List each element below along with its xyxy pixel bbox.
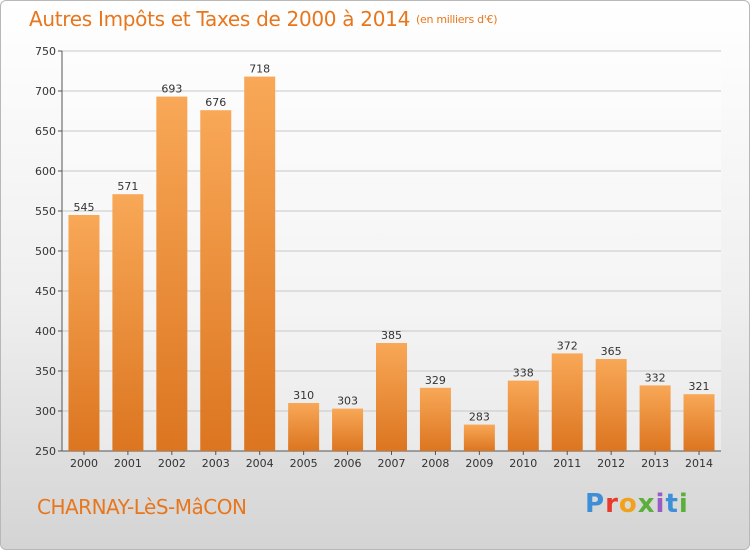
proxiti-logo: Proxiti — [585, 489, 689, 519]
bar-value-label: 571 — [117, 180, 138, 193]
logo-letter: i — [655, 489, 666, 519]
bar — [156, 96, 188, 451]
chart-unit: (en milliers d'€) — [416, 13, 498, 26]
bar-value-label: 332 — [645, 371, 666, 384]
bar — [112, 194, 144, 451]
x-tick-label: 2002 — [158, 457, 186, 470]
bar-value-label: 329 — [425, 374, 446, 387]
logo-letter: i — [678, 489, 689, 519]
bar — [683, 394, 715, 451]
bar-value-label: 303 — [337, 395, 358, 408]
y-tick-label: 600 — [35, 165, 56, 178]
logo-letter: x — [637, 489, 656, 519]
bar — [463, 424, 495, 451]
bar — [376, 343, 407, 451]
chart-title: Autres Impôts et Taxes de 2000 à 2014 (en… — [29, 7, 497, 31]
y-tick-label: 400 — [35, 325, 56, 338]
bar-value-label: 545 — [73, 201, 94, 214]
x-tick-label: 2011 — [553, 457, 581, 470]
bar-value-label: 321 — [689, 380, 710, 393]
y-tick-label: 250 — [35, 445, 56, 458]
bar — [419, 387, 451, 451]
x-tick-label: 2013 — [641, 457, 669, 470]
bar-value-label: 338 — [513, 367, 534, 380]
bar-value-label: 283 — [469, 411, 490, 424]
logo-letter: P — [585, 489, 606, 519]
y-tick-label: 700 — [35, 85, 56, 98]
bar-value-label: 718 — [249, 63, 270, 76]
logo-letter: o — [618, 489, 638, 519]
bar — [595, 359, 627, 451]
y-tick-label: 300 — [35, 405, 56, 418]
y-tick-label: 350 — [35, 365, 56, 378]
x-tick-label: 2004 — [246, 457, 274, 470]
y-tick-label: 750 — [35, 45, 56, 58]
x-tick-label: 2008 — [421, 457, 449, 470]
commune-name: CHARNAY-LèS-MâCON — [37, 495, 247, 519]
bar — [288, 403, 320, 451]
bar-value-label: 372 — [557, 339, 578, 352]
bar — [551, 353, 583, 451]
chart-title-text: Autres Impôts et Taxes de 2000 à 2014 — [29, 7, 410, 31]
x-tick-label: 2007 — [378, 457, 406, 470]
y-tick-label: 450 — [35, 285, 56, 298]
bar-value-label: 676 — [205, 96, 226, 109]
bar — [68, 215, 100, 451]
bar — [244, 76, 276, 451]
x-tick-label: 2005 — [290, 457, 318, 470]
bar-value-label: 365 — [601, 345, 622, 358]
x-tick-label: 2010 — [509, 457, 537, 470]
y-tick-label: 650 — [35, 125, 56, 138]
x-tick-label: 2012 — [597, 457, 625, 470]
x-tick-label: 2001 — [114, 457, 142, 470]
bar — [200, 110, 232, 451]
bar — [639, 385, 671, 451]
x-tick-label: 2003 — [202, 457, 230, 470]
logo-letter: t — [665, 489, 679, 519]
bar-value-label: 310 — [293, 389, 314, 402]
y-tick-label: 550 — [35, 205, 56, 218]
x-tick-label: 2000 — [70, 457, 98, 470]
x-tick-label: 2006 — [334, 457, 362, 470]
bar — [332, 408, 364, 451]
bar-value-label: 693 — [161, 83, 182, 96]
y-tick-label: 500 — [35, 245, 56, 258]
logo-letter: r — [605, 489, 619, 519]
bar-value-label: 385 — [381, 329, 402, 342]
x-tick-label: 2009 — [465, 457, 493, 470]
bar — [507, 380, 539, 451]
x-tick-label: 2014 — [685, 457, 713, 470]
